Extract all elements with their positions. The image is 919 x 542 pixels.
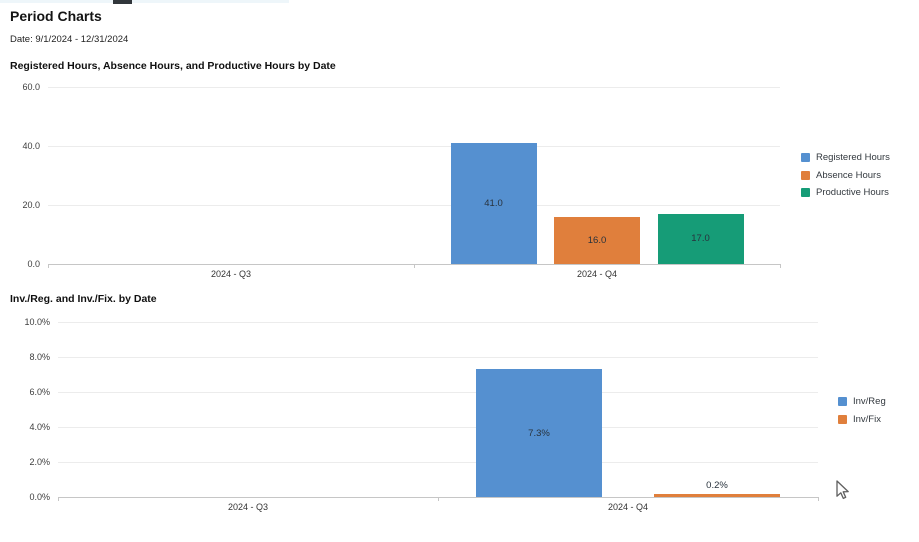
legend-swatch-icon [801, 188, 810, 197]
date-range-label: Date: 9/1/2024 - 12/31/2024 [10, 34, 129, 45]
y-tick-label: 6.0% [29, 387, 50, 397]
gridline [48, 87, 780, 88]
y-tick-label: 4.0% [29, 422, 50, 432]
legend-swatch-icon [838, 415, 847, 424]
legend-item-inv-fix[interactable]: Inv/Fix [838, 414, 881, 425]
x-category-label: 2024 - Q4 [576, 269, 618, 279]
bar-productive-hours[interactable]: 17.0 [657, 213, 744, 264]
legend-item-registered-hours[interactable]: Registered Hours [801, 152, 890, 163]
gridline [58, 462, 818, 463]
legend-item-inv-reg[interactable]: Inv/Reg [838, 396, 886, 407]
bar-registered-hours[interactable]: 41.0 [450, 143, 537, 264]
bar-value-label: 7.3% [528, 427, 550, 439]
legend-item-absence-hours[interactable]: Absence Hours [801, 170, 881, 181]
axis-tick [818, 497, 819, 501]
page-title: Period Charts [10, 8, 102, 24]
gridline [48, 146, 780, 147]
gridline [58, 322, 818, 323]
bar-inv-fix[interactable] [654, 493, 780, 497]
bar-inv-reg[interactable]: 7.3% [476, 369, 602, 497]
legend-label: Registered Hours [816, 152, 890, 163]
x-category-label: 2024 - Q4 [607, 502, 649, 512]
legend-item-productive-hours[interactable]: Productive Hours [801, 187, 889, 198]
axis-tick [58, 497, 59, 501]
bar-value-label: 41.0 [484, 198, 503, 210]
bar-absence-hours[interactable]: 16.0 [554, 216, 640, 264]
y-tick-label: 60.0 [22, 82, 40, 92]
axis-tick [780, 264, 781, 268]
y-tick-label: 0.0 [27, 259, 40, 269]
x-category-label: 2024 - Q3 [210, 269, 252, 279]
bar-value-label: 16.0 [587, 234, 607, 246]
browser-edge-strip [0, 0, 289, 3]
legend-swatch-icon [801, 170, 810, 180]
gridline [58, 427, 818, 428]
y-tick-label: 0.0% [29, 492, 50, 502]
x-axis-line [58, 497, 818, 498]
y-tick-label: 20.0 [22, 200, 40, 210]
axis-tick [414, 264, 415, 268]
bar-value-label: 0.2% [706, 479, 728, 491]
x-category-label: 2024 - Q3 [227, 502, 269, 512]
y-tick-label: 10.0% [24, 317, 50, 327]
y-tick-label: 2.0% [29, 457, 50, 467]
mouse-cursor-icon [836, 480, 849, 500]
x-axis-line [48, 264, 780, 265]
axis-tick [438, 497, 439, 501]
gridline [48, 205, 780, 206]
bar-value-label: 17.0 [691, 233, 710, 245]
legend-label: Inv/Fix [853, 414, 881, 425]
legend-label: Absence Hours [816, 169, 881, 181]
legend-swatch-icon [801, 153, 810, 162]
chart-title: Registered Hours, Absence Hours, and Pro… [10, 60, 336, 72]
y-tick-label: 40.0 [22, 141, 40, 151]
gridline [58, 357, 818, 358]
legend-label: Inv/Reg [853, 396, 886, 407]
gridline [58, 392, 818, 393]
legend-swatch-icon [838, 397, 847, 406]
chart-title: Inv./Reg. and Inv./Fix. by Date [10, 293, 157, 305]
browser-edge-dark-fragment [113, 0, 132, 4]
axis-tick [48, 264, 49, 268]
y-tick-label: 8.0% [29, 352, 50, 362]
legend-label: Productive Hours [816, 187, 889, 198]
